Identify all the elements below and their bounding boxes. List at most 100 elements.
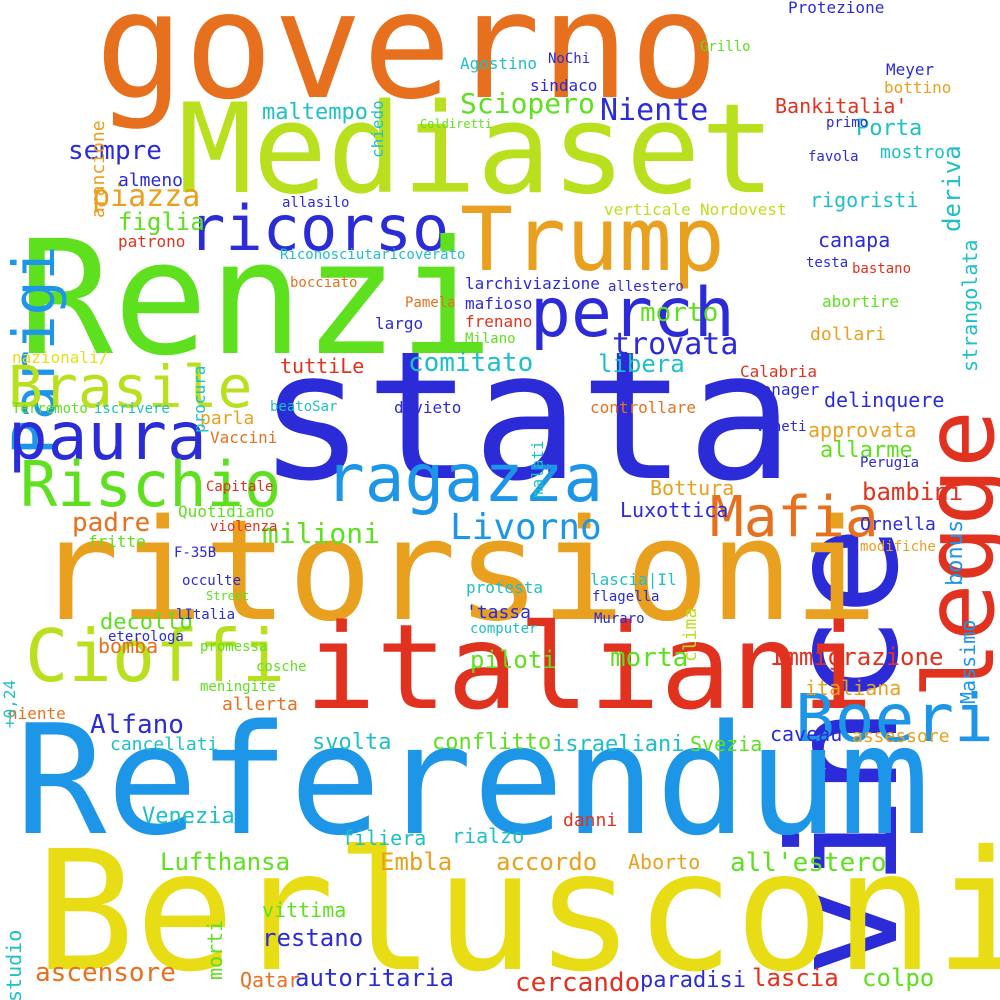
word-israeliani: israeliani bbox=[552, 732, 685, 757]
word-procura: procura bbox=[190, 365, 209, 433]
word-rialzo: rialzo bbox=[452, 824, 525, 848]
word-restano: restano bbox=[262, 924, 364, 952]
word-allestero: allestero bbox=[608, 279, 684, 295]
word-cioffi: Cioffi bbox=[25, 614, 286, 698]
word-grillo: Grillo bbox=[700, 39, 751, 55]
word-tassa: 'tassa bbox=[466, 602, 532, 623]
word-modifiche: modifiche bbox=[860, 539, 936, 555]
word-paura: paura bbox=[8, 398, 207, 475]
word-ornella: Ornella bbox=[860, 514, 936, 535]
word-allestero2: all'estero bbox=[730, 848, 887, 878]
word-immigrazione: Immigrazione bbox=[770, 643, 944, 671]
word-nazionali: nazionali/ bbox=[12, 348, 109, 367]
word-lascia-il: lascia|Il bbox=[590, 570, 677, 589]
word-mostro: mostro bbox=[880, 142, 946, 163]
word-berlusconi: Berlusconi bbox=[35, 816, 1000, 1000]
word-renzi: Renzi bbox=[18, 207, 494, 391]
word-libera: libera bbox=[598, 350, 685, 378]
word-caveau: caveau bbox=[770, 722, 843, 746]
word-violenza: violenza bbox=[210, 519, 278, 535]
word-manager: manager bbox=[752, 380, 820, 399]
word-figlia: figlia bbox=[118, 208, 205, 236]
word-cosche: cosche bbox=[256, 659, 307, 675]
word-svezia: Svezia bbox=[690, 732, 763, 756]
word-muraro: Muraro bbox=[594, 611, 645, 627]
word-plus024: +0,24 bbox=[0, 679, 19, 728]
word-agostino: Agostino bbox=[460, 54, 538, 73]
word-vittima: vittima bbox=[262, 898, 347, 922]
word-ragazza: ragazza bbox=[325, 440, 604, 517]
word-svolta: svolta bbox=[312, 730, 392, 755]
word-milano: Milano bbox=[465, 331, 516, 347]
word-arancione: arancione bbox=[88, 120, 109, 218]
word-strangolata: strangolata bbox=[958, 239, 982, 372]
word-tuttile: tuttiLe bbox=[280, 354, 365, 378]
word-piazza: piazza bbox=[92, 179, 201, 214]
word-terremoto: Terremoto bbox=[12, 401, 88, 417]
word-eterologa: eterologa bbox=[108, 629, 184, 645]
word-bomba: bomba bbox=[98, 634, 159, 658]
word-veneti: Veneti bbox=[756, 419, 807, 435]
word-mafia: Mafia bbox=[710, 485, 879, 550]
word-riconosciuta: Riconosciutaricoverato bbox=[280, 247, 466, 263]
word-referendum: Referendum bbox=[15, 692, 931, 869]
word-rigoristi: rigoristi bbox=[810, 188, 919, 212]
word-occulte: occulte bbox=[182, 573, 242, 589]
word-malati: malati bbox=[528, 440, 547, 498]
word-cercando: cercando bbox=[515, 968, 641, 998]
word-sempre: sempre bbox=[68, 136, 162, 166]
word-piloti: piloti bbox=[470, 646, 557, 674]
word-vaccini: Vaccini bbox=[210, 428, 278, 447]
word-pamela: Pamela bbox=[405, 295, 456, 311]
word-allasilo: allasilo bbox=[282, 195, 350, 211]
word-studio: studio bbox=[2, 929, 26, 1000]
word-brasile: Brasile bbox=[8, 353, 253, 421]
word-lascia: lascia bbox=[752, 964, 839, 992]
word-paradisi: paradisi bbox=[640, 968, 746, 993]
word-protezione: Protezione bbox=[788, 0, 885, 17]
word-alfano: Alfano bbox=[90, 710, 184, 740]
word-parla: parla bbox=[200, 408, 255, 429]
word-canapa: canapa bbox=[818, 228, 891, 252]
word-padre: padre bbox=[72, 508, 151, 538]
word-f35b: F-35B bbox=[174, 545, 217, 561]
word-italiana: italiana bbox=[805, 676, 902, 700]
word-luxottica: Luxottica bbox=[620, 498, 729, 522]
word-computer: computer bbox=[470, 621, 538, 637]
word-bonus: bonus bbox=[943, 519, 968, 586]
word-ritorsioni: ritorsioni bbox=[35, 490, 878, 653]
word-primo: primo bbox=[826, 115, 869, 131]
word-meyer: Meyer bbox=[886, 60, 935, 79]
word-venezia: Venezia bbox=[142, 804, 235, 829]
word-divieto: divieto bbox=[394, 398, 462, 417]
word-nordovest: Nordovest bbox=[700, 200, 787, 219]
word-stata: stata bbox=[258, 313, 794, 520]
word-filiera: filiera bbox=[342, 826, 427, 850]
word-assessore: assessore bbox=[852, 726, 950, 747]
word-allarme: allarme bbox=[820, 438, 913, 463]
word-favola: favola bbox=[808, 149, 859, 165]
word-protesta: protesta bbox=[466, 578, 544, 597]
word-danni: danni bbox=[563, 810, 618, 831]
word-massimo: Massimo bbox=[956, 619, 980, 704]
word-morta: morta bbox=[610, 643, 689, 673]
word-clima: clima bbox=[680, 607, 701, 662]
word-trovata: trovata bbox=[612, 327, 739, 362]
word-niente: Niente bbox=[600, 93, 709, 128]
word-accordo: accordo bbox=[496, 848, 598, 876]
word-mafioso: mafioso bbox=[465, 294, 533, 313]
word-verticale: verticale bbox=[604, 200, 691, 219]
word-morto: morto bbox=[640, 298, 719, 328]
word-flagella: flagella bbox=[592, 589, 660, 605]
word-decollo: decollo bbox=[100, 610, 193, 635]
word-ricorso: ricorso bbox=[188, 192, 450, 265]
word-fritte: fritte bbox=[88, 532, 146, 551]
word-niente2: niente bbox=[8, 704, 66, 723]
word-rischio: Rischio bbox=[20, 448, 282, 521]
word-abortire: abortire bbox=[822, 292, 900, 311]
word-ascensore: ascensore bbox=[35, 958, 176, 988]
word-beatosar: beatoSar bbox=[270, 399, 338, 415]
word-boeri: Boeri bbox=[795, 680, 994, 757]
word-sciopero: Sciopero bbox=[460, 87, 595, 120]
